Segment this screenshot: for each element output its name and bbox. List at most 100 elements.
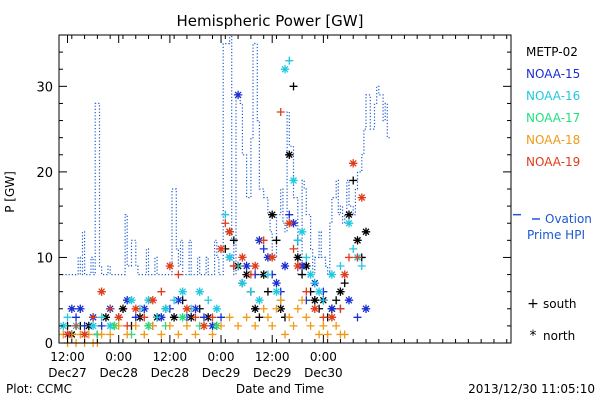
point-south [285, 56, 294, 65]
point-south [229, 236, 238, 245]
point-north [148, 296, 157, 305]
point-south [263, 313, 272, 322]
x-tick-date: Dec29 [202, 366, 241, 380]
point-north [349, 159, 358, 168]
point-north [140, 304, 149, 313]
point-south [344, 253, 353, 262]
point-south [340, 279, 349, 288]
legend-entry: NOAA-16 [526, 89, 580, 103]
point-north [297, 261, 307, 271]
point-north [225, 227, 234, 236]
x-tick-time: 0:00 [208, 350, 235, 364]
point-south [289, 82, 298, 91]
point-north [310, 296, 319, 305]
marker-legend-symbol: * [530, 328, 537, 344]
point-south [353, 253, 362, 262]
point-south [208, 313, 217, 322]
point-north [344, 210, 354, 219]
point-south [63, 313, 72, 322]
ovation-legend-label: Ovation [545, 212, 592, 226]
point-south [140, 313, 149, 322]
x-tick-date: Dec28 [99, 366, 138, 380]
point-north [169, 313, 179, 322]
point-north [182, 304, 192, 313]
point-north [127, 296, 136, 305]
x-tick-date: Dec29 [253, 366, 292, 380]
point-north [118, 304, 128, 313]
point-south [310, 279, 319, 288]
point-south [340, 330, 349, 339]
legend-entry: METP-02 [526, 45, 578, 59]
point-north [144, 296, 153, 305]
plot-area [59, 34, 392, 347]
y-axis-label: P [GW] [3, 171, 17, 213]
point-north [63, 330, 72, 339]
point-south [217, 321, 226, 330]
point-south [285, 313, 294, 322]
point-south [123, 330, 132, 339]
point-south [246, 287, 255, 296]
point-north [285, 219, 294, 228]
point-south [289, 244, 298, 253]
point-south [140, 330, 149, 339]
point-north [251, 304, 260, 313]
axis-ticks: 0 10 20 30 12:00 Dec27 0:00 Dec28 12:00 Dec28 0:00… [36, 34, 512, 380]
point-south [259, 304, 268, 313]
x-tick-date: Dec27 [48, 366, 87, 380]
point-south [302, 253, 311, 262]
point-south [165, 321, 174, 330]
point-south [80, 321, 89, 330]
point-north [344, 219, 354, 228]
point-north [208, 321, 217, 331]
point-south [357, 262, 366, 270]
point-north [212, 304, 221, 313]
point-north [242, 261, 251, 271]
point-north [199, 321, 209, 331]
point-north [297, 227, 307, 236]
point-south [131, 313, 140, 322]
point-north [310, 304, 319, 313]
point-south [276, 296, 285, 305]
point-south [268, 321, 277, 330]
point-north [101, 313, 111, 322]
ovation-legend-label: Prime HPI [527, 228, 585, 242]
point-south [106, 304, 115, 313]
point-north [76, 304, 85, 313]
x-tick-time: 12:00 [50, 350, 85, 364]
x-tick-time: 12:00 [153, 350, 188, 364]
point-south [285, 210, 294, 219]
point-south [332, 296, 341, 305]
point-north [174, 296, 183, 305]
point-north [165, 261, 175, 271]
point-north [59, 321, 68, 331]
point-north [293, 253, 302, 262]
point-south [217, 313, 226, 322]
x-tick-time: 0:00 [105, 350, 132, 364]
chart-title: Hemispheric Power [GW] [177, 12, 364, 30]
point-south [302, 313, 311, 322]
point-north [276, 304, 285, 313]
point-south [289, 321, 298, 330]
legend-entry: NOAA-19 [526, 155, 580, 169]
point-south [72, 321, 81, 330]
point-south [349, 244, 358, 253]
point-north [340, 270, 349, 279]
point-north [242, 270, 251, 279]
point-south [349, 176, 358, 185]
footer-right: 2013/12/30 11:05:10 [468, 382, 595, 396]
point-south [302, 287, 311, 296]
x-tick-time: 0:00 [310, 350, 337, 364]
point-north [268, 253, 277, 262]
point-north [187, 313, 196, 322]
legend-entry: NOAA-18 [526, 133, 580, 147]
point-south [170, 296, 179, 305]
point-north [251, 261, 260, 271]
point-south [281, 330, 289, 339]
x-tick-date: Dec30 [304, 366, 343, 380]
marker-legend-symbol: + [527, 296, 539, 312]
point-north [233, 90, 243, 100]
point-north [263, 253, 273, 262]
point-north [161, 304, 170, 313]
point-south [332, 321, 341, 330]
point-south [293, 236, 302, 245]
